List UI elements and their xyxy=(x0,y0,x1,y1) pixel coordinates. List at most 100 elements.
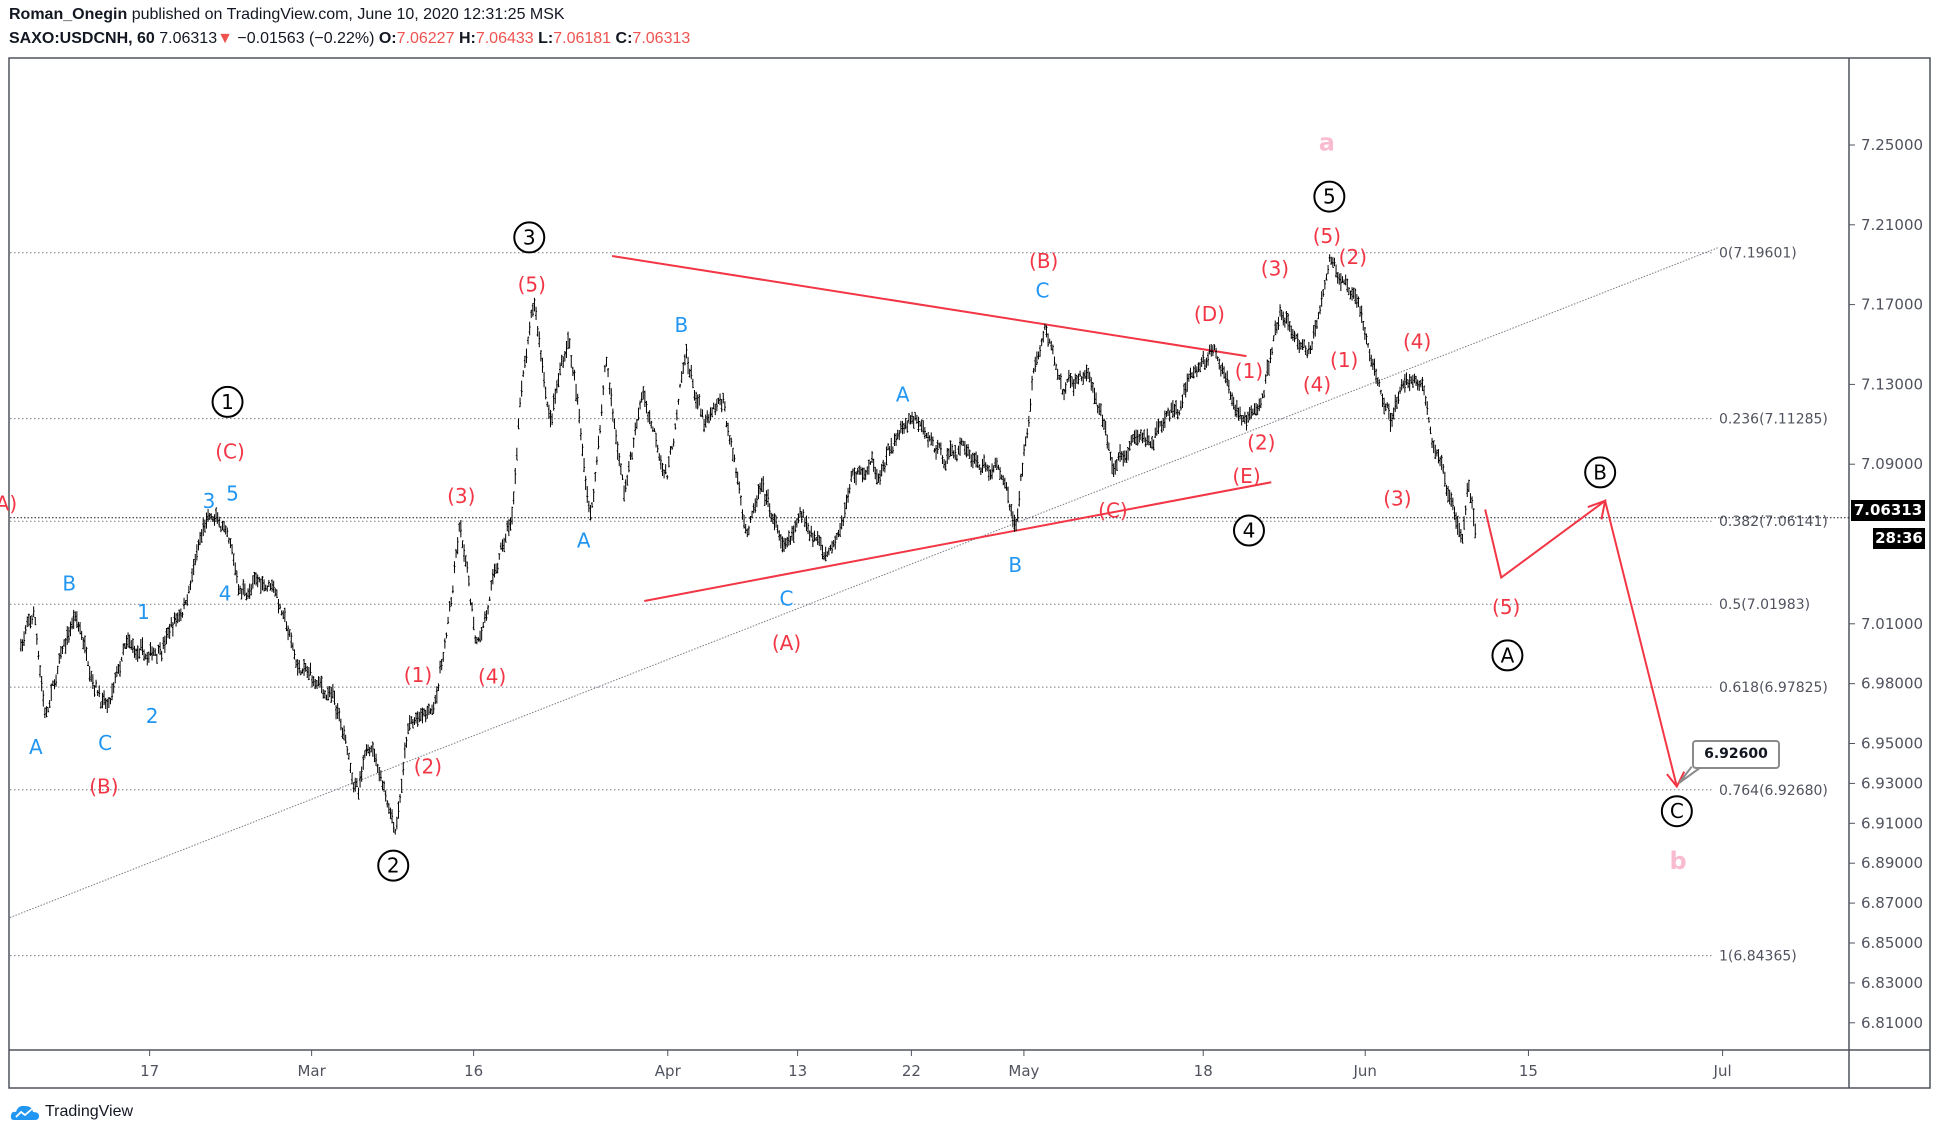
price-bar xyxy=(591,502,594,508)
price-bar xyxy=(1451,497,1454,511)
wave-circle-icon xyxy=(211,385,244,418)
price-bar xyxy=(104,697,107,710)
price-bar xyxy=(314,679,317,689)
price-bar xyxy=(1282,311,1285,326)
y-tick-label: 6.93000 xyxy=(1861,774,1923,792)
price-bar xyxy=(815,537,818,542)
price-bar xyxy=(211,515,214,523)
price-bar xyxy=(117,664,120,674)
price-bar xyxy=(1471,496,1474,509)
price-bar xyxy=(690,365,693,380)
price-bar xyxy=(635,418,638,429)
target-price-callout[interactable]: 6.92600 xyxy=(1692,740,1780,769)
wave-label-circle: B xyxy=(1584,456,1617,489)
wave-label-text: (C) xyxy=(215,439,245,463)
price-bar xyxy=(447,616,450,625)
price-bar xyxy=(335,705,338,720)
time-axis[interactable]: 17 Mar 16 Apr 13 22 May 18 Jun 15 Jul xyxy=(140,1050,1732,1080)
price-bar xyxy=(607,368,610,378)
price-bar xyxy=(711,407,714,418)
wave-label-text: C xyxy=(98,731,112,755)
price-bar xyxy=(280,610,283,616)
price-bar xyxy=(99,701,102,709)
price-bar xyxy=(69,621,72,637)
price-bar xyxy=(1450,492,1453,507)
price-bar xyxy=(1432,440,1435,454)
price-bar xyxy=(1029,398,1032,412)
price-bar xyxy=(311,675,314,688)
price-bar xyxy=(197,539,200,551)
price-bar xyxy=(208,512,211,520)
price-bar xyxy=(1010,504,1013,517)
price-bar xyxy=(839,523,842,537)
price-bar xyxy=(599,424,602,434)
price-bar xyxy=(416,711,419,727)
price-bar xyxy=(595,456,598,465)
price-bar xyxy=(1221,362,1224,375)
triangle-upper-line[interactable] xyxy=(611,254,1247,358)
price-bar xyxy=(1434,444,1437,459)
x-tick-label: 22 xyxy=(902,1062,921,1080)
x-tick-label: Jul xyxy=(1713,1062,1732,1080)
price-bar xyxy=(632,437,635,448)
price-bar xyxy=(1237,407,1240,421)
wave-circle-icon xyxy=(377,849,410,882)
price-bar xyxy=(768,503,771,518)
price-bar xyxy=(770,512,773,522)
price-bar xyxy=(655,432,658,448)
price-bar xyxy=(293,649,296,660)
price-bar xyxy=(1461,533,1464,544)
price-bar xyxy=(1183,383,1186,395)
price-bar xyxy=(1338,273,1341,285)
price-bar xyxy=(1392,407,1395,420)
price-bar xyxy=(1163,410,1166,429)
price-bar xyxy=(643,390,646,408)
price-bar xyxy=(103,690,106,706)
price-bar xyxy=(323,690,326,699)
y-tick-label: 7.17000 xyxy=(1861,296,1923,314)
price-bar xyxy=(1397,391,1400,404)
price-bar xyxy=(432,702,435,714)
price-bar xyxy=(867,459,870,475)
price-bar xyxy=(405,736,408,748)
price-bar xyxy=(933,448,936,453)
triangle-lower-line[interactable] xyxy=(644,481,1272,602)
price-bar xyxy=(1336,272,1339,284)
price-bar xyxy=(570,355,573,368)
price-bar xyxy=(1037,351,1040,360)
price-bar xyxy=(1419,380,1422,388)
price-bar xyxy=(1200,357,1203,367)
price-bar xyxy=(522,370,525,377)
price-bar xyxy=(77,621,80,632)
wave-label-red: (B) xyxy=(89,774,118,798)
price-bar xyxy=(296,659,299,676)
projection-path[interactable] xyxy=(1484,499,1678,787)
price-bar xyxy=(24,625,27,635)
price-bar xyxy=(250,584,253,596)
price-bar xyxy=(320,675,323,694)
y-tick-label: 6.91000 xyxy=(1861,814,1923,832)
price-bar xyxy=(765,490,768,505)
price-axis[interactable]: 7.25000 7.21000 7.17000 7.13000 7.09000 7.010… xyxy=(1849,136,1923,1032)
wave-label-red: (C) xyxy=(1098,499,1128,523)
price-bar xyxy=(1023,444,1026,457)
price-bar xyxy=(368,746,371,757)
tradingview-logo[interactable]: TradingView xyxy=(10,1103,133,1121)
price-bar xyxy=(1087,367,1090,379)
price-bar xyxy=(237,584,240,596)
wave-label-circle: A xyxy=(1491,639,1524,672)
price-bar xyxy=(1267,360,1270,376)
price-bar xyxy=(1047,333,1050,347)
price-bar xyxy=(1075,375,1078,384)
price-bar xyxy=(495,563,498,574)
wave-label-text: 5 xyxy=(226,481,239,505)
price-bar xyxy=(539,350,542,362)
price-bar xyxy=(130,640,133,650)
trendlines[interactable] xyxy=(9,246,1720,919)
price-bar xyxy=(131,638,134,653)
author-name[interactable]: Roman_Onegin xyxy=(9,6,128,23)
support-trendline[interactable] xyxy=(9,246,1720,919)
fib-retracement[interactable]: 0(7.19601) 0.236(7.11285) 0.382(7.06141) 0.… xyxy=(10,246,1849,965)
price-bar xyxy=(53,679,56,690)
